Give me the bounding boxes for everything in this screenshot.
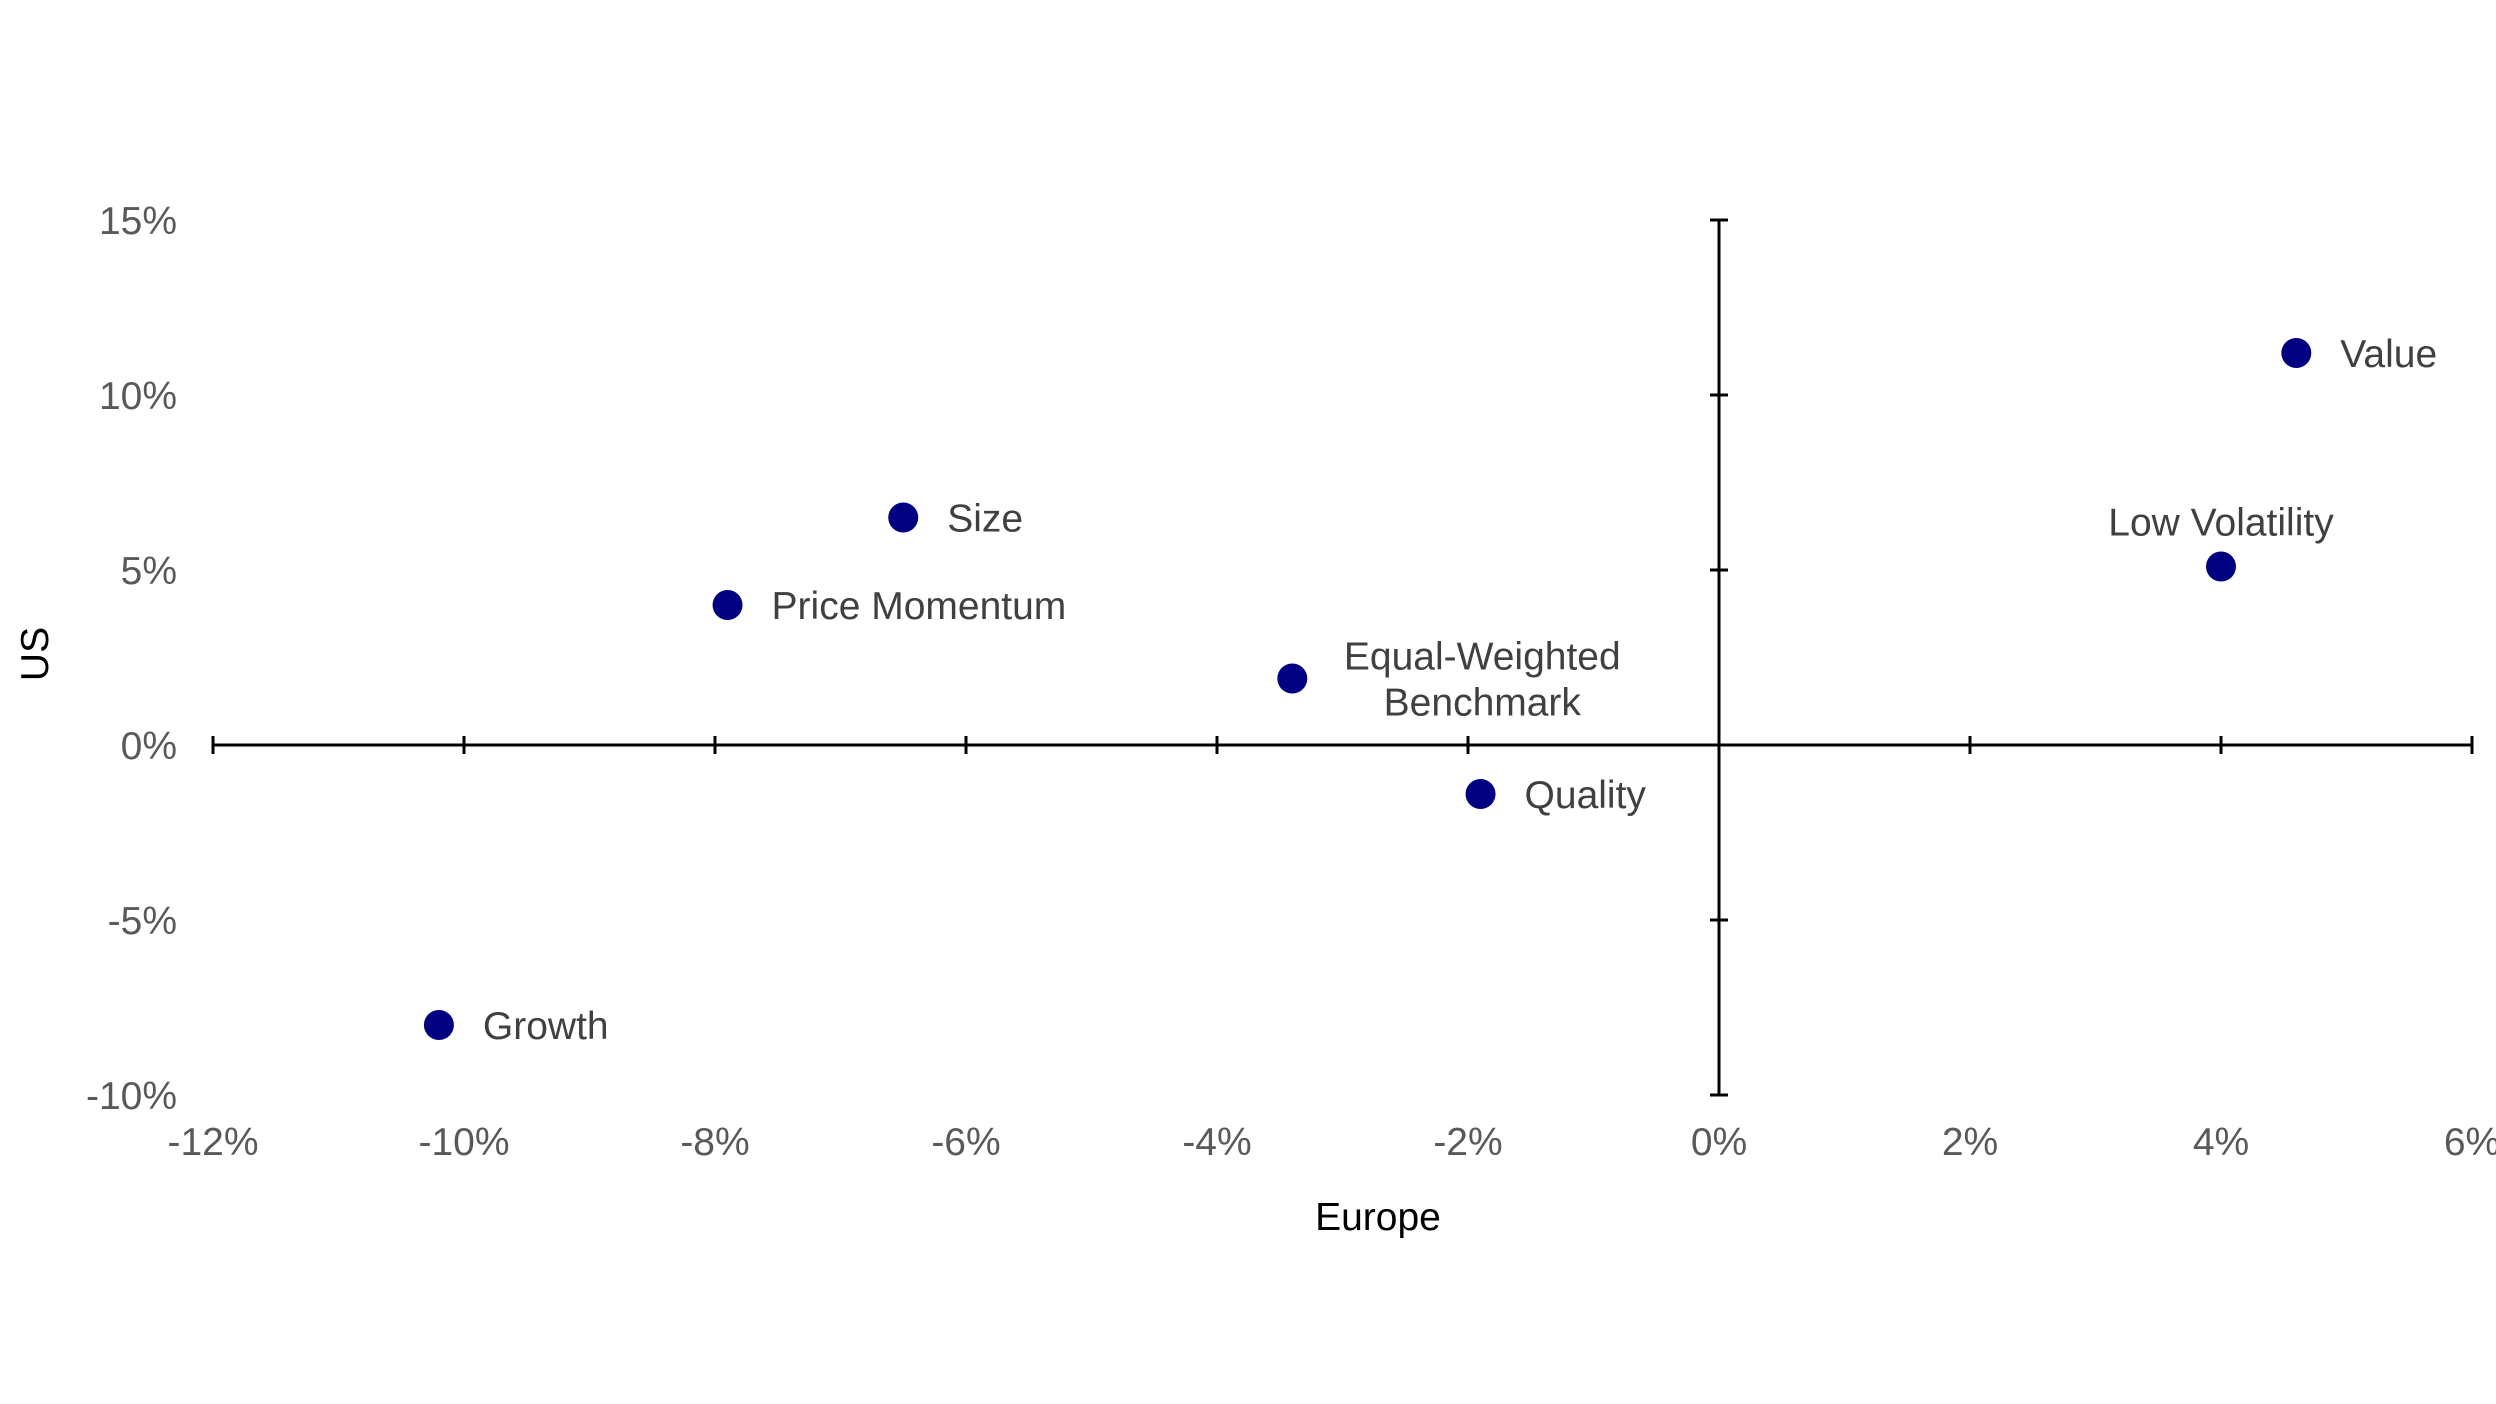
data-point-label: Quality (1525, 774, 1647, 817)
x-tick-label: 6% (2444, 1121, 2496, 1164)
x-axis-title: Europe (1315, 1196, 1441, 1239)
x-tick-label: 0% (1691, 1121, 1747, 1164)
data-point-group: Price Momentum (712, 585, 1067, 628)
y-tick-label: -5% (108, 900, 177, 943)
data-point-label: Price Momentum (772, 585, 1067, 628)
data-point-label: Benchmark (1384, 682, 1582, 725)
x-tick-label: -10% (418, 1121, 509, 1164)
data-point-marker (2206, 551, 2236, 582)
y-axis-title: US (14, 627, 57, 681)
x-tick-labels: -12% -10% -8% -6% -4% -2% 0% 2% 4% 6% (167, 1121, 2496, 1164)
data-point-marker (1277, 663, 1308, 694)
data-point-group: Quality (1465, 774, 1647, 817)
data-point-marker (2281, 338, 2312, 368)
data-point-marker (1465, 779, 1496, 809)
data-point-label: Growth (483, 1005, 609, 1048)
data-point-group: Value (2281, 333, 2437, 376)
y-tick-labels: -10% -5% 0% 5% 10% 15% (86, 200, 177, 1118)
y-tick-label: -10% (86, 1075, 177, 1118)
data-point-label: Equal-Weighted (1344, 636, 1621, 679)
x-tick-label: -6% (931, 1121, 1000, 1164)
data-point-marker (888, 502, 919, 533)
data-point-label: Value (2340, 333, 2437, 376)
data-point-group: Growth (423, 1005, 609, 1048)
data-point-marker (423, 1010, 454, 1040)
y-tick-label: 5% (121, 550, 177, 593)
data-points: Value Low Volatility Size Price Momentum Equ… (423, 333, 2437, 1048)
x-tick-label: -2% (1433, 1121, 1502, 1164)
y-tick-label: 10% (99, 375, 177, 418)
data-point-marker (712, 590, 743, 620)
x-tick-label: -4% (1182, 1121, 1251, 1164)
x-tick-label: 2% (1942, 1121, 1998, 1164)
y-tick-label: 0% (121, 725, 177, 768)
x-tick-label: -12% (167, 1121, 258, 1164)
x-tick-label: -8% (680, 1121, 749, 1164)
data-point-label: Size (947, 498, 1023, 541)
y-tick-label: 15% (99, 200, 177, 243)
x-tick-label: 4% (2193, 1121, 2249, 1164)
data-point-group: Low Volatility (2108, 502, 2334, 582)
data-point-label: Low Volatility (2108, 502, 2334, 545)
data-point-group: Size (888, 498, 1023, 541)
